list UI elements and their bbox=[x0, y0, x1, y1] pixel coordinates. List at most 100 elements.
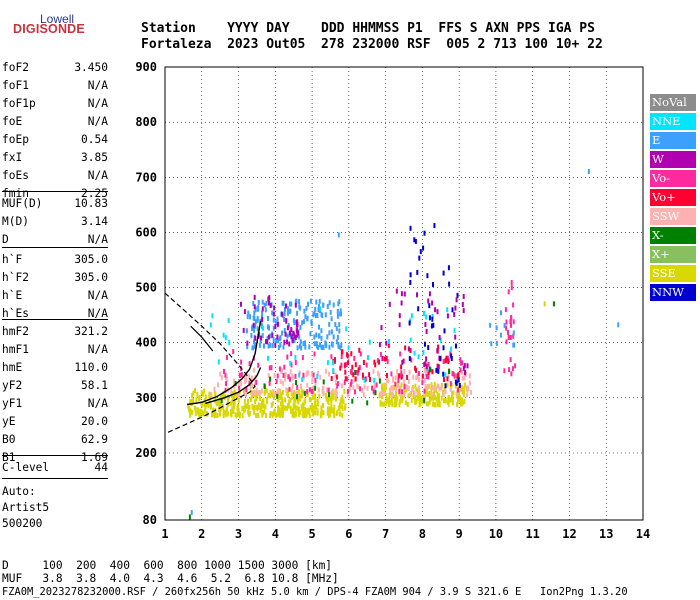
echo-point bbox=[401, 395, 404, 401]
echo-point bbox=[195, 397, 198, 403]
echo-point bbox=[404, 388, 407, 394]
echo-point bbox=[462, 294, 465, 299]
echo-point bbox=[433, 223, 436, 229]
echo-point bbox=[331, 408, 334, 414]
echo-point bbox=[222, 409, 225, 415]
echo-point bbox=[505, 339, 508, 345]
echo-point bbox=[377, 370, 380, 376]
echo-point bbox=[245, 386, 248, 392]
echo-point bbox=[463, 392, 466, 397]
echo-point bbox=[257, 390, 260, 396]
echo-point bbox=[379, 351, 382, 357]
echo-point bbox=[289, 405, 292, 411]
echo-point bbox=[278, 412, 281, 418]
echo-point bbox=[310, 407, 313, 413]
echo-point bbox=[227, 394, 230, 400]
echo-point bbox=[444, 372, 447, 378]
echo-point bbox=[489, 322, 492, 328]
echo-point bbox=[332, 368, 335, 373]
echo-point bbox=[438, 335, 441, 340]
echo-point bbox=[543, 301, 546, 307]
echo-point bbox=[382, 401, 385, 407]
echo-point bbox=[400, 382, 403, 388]
echo-point bbox=[396, 373, 399, 379]
echo-point bbox=[458, 383, 461, 388]
echo-point bbox=[312, 312, 315, 318]
echo-point bbox=[401, 398, 404, 404]
echo-point bbox=[256, 392, 258, 397]
echo-point bbox=[286, 388, 289, 394]
echo-point bbox=[289, 330, 291, 336]
echo-point bbox=[245, 328, 248, 334]
echo-point bbox=[291, 394, 294, 400]
echo-point bbox=[274, 413, 277, 419]
echo-point bbox=[442, 392, 445, 397]
echo-point bbox=[293, 411, 295, 417]
param-value: 44 bbox=[94, 461, 108, 474]
echo-point bbox=[431, 314, 434, 319]
echo-point bbox=[306, 408, 309, 413]
echo-point bbox=[202, 391, 205, 397]
echo-point bbox=[257, 413, 260, 418]
echo-point bbox=[414, 399, 417, 405]
echo-point bbox=[346, 388, 349, 394]
echo-point bbox=[411, 387, 414, 393]
echo-point bbox=[280, 407, 283, 413]
echo-point bbox=[327, 396, 330, 402]
echo-point bbox=[277, 390, 279, 396]
echo-point bbox=[244, 379, 247, 385]
echo-point bbox=[267, 393, 270, 398]
echo-point bbox=[260, 403, 263, 409]
legend-item-x-: X- bbox=[650, 227, 696, 244]
echo-point bbox=[431, 394, 434, 400]
echo-point bbox=[356, 370, 359, 376]
echo-point bbox=[294, 398, 297, 404]
echo-point bbox=[308, 344, 311, 350]
echo-point bbox=[330, 329, 333, 335]
echo-point bbox=[388, 339, 390, 344]
echo-point bbox=[512, 330, 515, 336]
echo-point bbox=[347, 360, 349, 366]
echo-point bbox=[431, 316, 434, 322]
echo-point bbox=[307, 301, 309, 307]
echo-point bbox=[316, 407, 319, 413]
param-row-h-f2: h`F2 305.0 bbox=[2, 269, 108, 287]
echo-point bbox=[256, 326, 259, 332]
echo-point bbox=[312, 405, 315, 411]
echo-point bbox=[456, 402, 459, 408]
echo-point bbox=[349, 381, 352, 387]
echo-point bbox=[283, 339, 286, 345]
echo-point bbox=[219, 406, 222, 412]
echo-point bbox=[361, 372, 364, 378]
echo-point bbox=[257, 362, 260, 368]
echo-point bbox=[294, 412, 297, 418]
echo-point bbox=[243, 398, 246, 404]
echo-point bbox=[302, 389, 305, 395]
trace-line bbox=[190, 325, 214, 352]
echo-point bbox=[443, 377, 445, 382]
echo-point bbox=[263, 390, 266, 396]
echo-point bbox=[278, 336, 281, 342]
echo-point bbox=[454, 383, 457, 389]
echo-point bbox=[330, 376, 333, 381]
echo-point bbox=[424, 361, 427, 366]
echo-point bbox=[379, 391, 382, 397]
echo-point bbox=[461, 302, 464, 307]
echo-point bbox=[428, 291, 431, 297]
echo-point bbox=[341, 413, 344, 418]
x-tick-label: 13 bbox=[599, 527, 613, 541]
y-tick-label: 900 bbox=[135, 60, 157, 74]
echo-point bbox=[260, 388, 263, 394]
echo-point bbox=[205, 401, 208, 407]
echo-point bbox=[400, 300, 403, 306]
echo-point bbox=[226, 411, 229, 417]
echo-point bbox=[281, 397, 284, 402]
echo-point bbox=[412, 374, 415, 380]
legend-item-w: W bbox=[650, 151, 696, 168]
echo-point bbox=[264, 412, 267, 418]
echo-point bbox=[385, 377, 388, 383]
y-tick-label: 700 bbox=[135, 170, 157, 184]
echo-point bbox=[262, 410, 265, 416]
echo-point bbox=[294, 409, 297, 415]
echo-point bbox=[461, 398, 464, 404]
